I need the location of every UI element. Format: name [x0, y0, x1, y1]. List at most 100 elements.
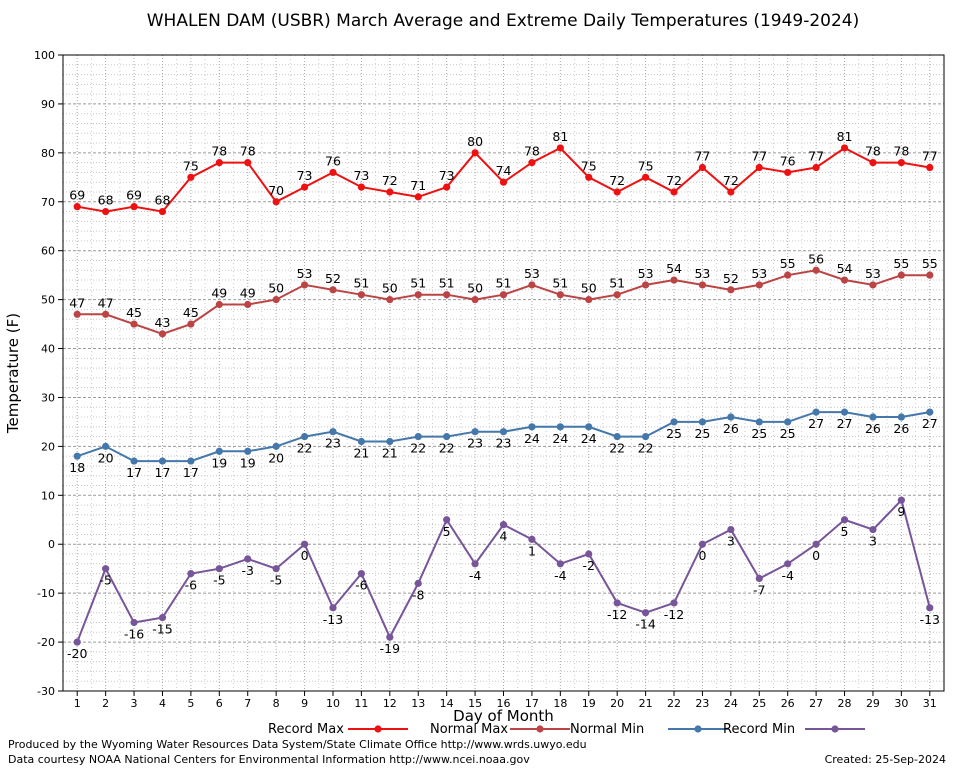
y-tick-label: 0: [48, 538, 55, 551]
data-point: [443, 516, 451, 524]
data-label: -5: [270, 573, 282, 588]
data-point: [244, 555, 252, 563]
x-tick-label: 3: [131, 697, 138, 710]
data-label: 51: [552, 276, 568, 291]
x-tick-label: 15: [468, 697, 482, 710]
x-tick-label: 27: [809, 697, 823, 710]
footer-data-source-line: Data courtesy NOAA National Centers for …: [8, 753, 530, 766]
data-label: 0: [301, 548, 309, 563]
data-point: [357, 437, 366, 446]
data-point: [755, 281, 763, 289]
data-point: [187, 569, 195, 578]
data-point: [585, 173, 593, 181]
data-point: [414, 291, 422, 299]
data-label: 27: [837, 416, 853, 431]
data-point: [670, 188, 678, 196]
data-point: [158, 614, 167, 622]
data-point: [641, 281, 650, 289]
data-point: [329, 286, 337, 294]
y-tick-label: 100: [34, 49, 55, 62]
data-point: [812, 163, 820, 172]
data-point: [926, 604, 934, 612]
data-point: [585, 423, 593, 431]
data-label: 78: [211, 144, 227, 159]
legend-label: Record Max: [268, 722, 344, 737]
data-label: 77: [694, 149, 710, 164]
footer-credit-line: Produced by the Wyoming Water Resources …: [8, 738, 587, 751]
data-label: 19: [211, 455, 227, 470]
data-point: [727, 286, 735, 294]
y-tick-label: 50: [41, 294, 55, 307]
data-label: 23: [325, 436, 341, 451]
data-label: 25: [666, 426, 682, 441]
x-tick-label: 29: [866, 697, 880, 710]
x-tick-label: 8: [273, 697, 280, 710]
data-label: 20: [98, 450, 114, 465]
data-label: 26: [723, 421, 739, 436]
data-point: [329, 428, 337, 436]
data-point: [443, 433, 451, 441]
footer-created-date: Created: 25-Sep-2024: [825, 753, 946, 766]
data-label: 19: [240, 455, 256, 470]
data-point: [840, 516, 849, 524]
data-label: 75: [183, 158, 199, 173]
data-label: 78: [240, 144, 256, 159]
x-tick-label: 1: [74, 697, 81, 710]
data-point: [812, 408, 820, 416]
data-label: 26: [865, 421, 881, 436]
data-label: -4: [781, 568, 794, 583]
legend-label: Normal Min: [570, 722, 644, 737]
chart-title: WHALEN DAM (USBR) March Average and Extr…: [147, 11, 860, 31]
data-point: [641, 173, 650, 181]
data-label: 55: [922, 256, 938, 271]
data-point: [215, 447, 223, 455]
data-point: [670, 599, 678, 607]
data-label: 24: [581, 431, 597, 446]
data-point: [329, 168, 337, 177]
data-point: [272, 442, 280, 450]
data-label: 71: [410, 178, 426, 193]
data-point: [812, 540, 820, 548]
data-label: 22: [297, 441, 313, 456]
data-label: 76: [325, 153, 341, 168]
data-point: [727, 413, 735, 421]
data-point: [244, 447, 252, 455]
data-label: -6: [185, 578, 198, 593]
data-label: 50: [268, 281, 284, 296]
data-label: -2: [583, 558, 595, 573]
x-tick-label: 13: [411, 697, 425, 710]
data-label: 17: [155, 465, 171, 480]
data-label: 1: [528, 543, 536, 558]
data-point: [613, 291, 621, 299]
data-label: -15: [152, 622, 172, 637]
data-label: 5: [841, 524, 849, 539]
data-point: [698, 418, 707, 426]
data-label: 17: [183, 465, 199, 480]
data-label: 56: [808, 251, 824, 266]
data-point: [386, 188, 394, 196]
data-label: -5: [99, 573, 111, 588]
grid-lines: [62, 55, 945, 691]
y-tick-label: 40: [41, 343, 55, 356]
y-tick-label: 90: [41, 98, 55, 111]
data-point: [272, 565, 280, 573]
data-point: [130, 320, 138, 328]
data-point: [784, 271, 792, 279]
data-label: 47: [69, 295, 85, 310]
data-point: [585, 550, 593, 558]
data-point: [528, 159, 536, 167]
data-label: 24: [524, 431, 540, 446]
data-label: 52: [325, 271, 341, 286]
data-point: [528, 423, 536, 431]
data-label: 52: [723, 271, 739, 286]
data-label: 21: [353, 445, 369, 460]
data-point: [499, 521, 508, 529]
data-point: [840, 276, 849, 284]
data-point: [272, 296, 280, 304]
data-label: 53: [297, 266, 313, 281]
data-point: [443, 291, 451, 299]
data-label: 51: [410, 276, 426, 291]
data-label: 77: [751, 149, 767, 164]
data-point: [357, 291, 366, 299]
data-point: [556, 560, 564, 568]
